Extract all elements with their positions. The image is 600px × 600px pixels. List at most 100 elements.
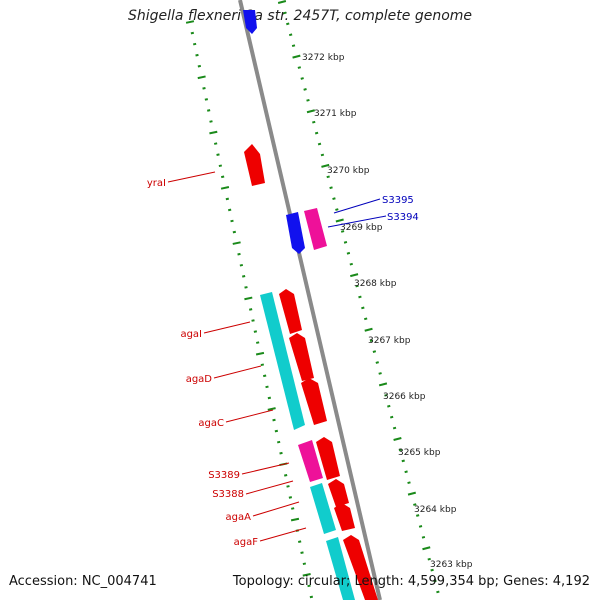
- tick-label: 3267 kbp: [368, 336, 411, 346]
- tick-mark: [267, 396, 272, 400]
- tick-mark: [407, 491, 417, 496]
- gene-label-yraI[interactable]: yraI: [147, 178, 166, 189]
- gene-label-S3389[interactable]: S3389: [208, 470, 240, 481]
- tick-mark: [433, 579, 437, 583]
- tick-mark: [220, 175, 225, 179]
- tick-label: 3266 kbp: [383, 392, 426, 402]
- tick-mark: [335, 218, 344, 223]
- tick-mark: [326, 175, 330, 179]
- accession-text: Accession: NC_004741: [9, 574, 157, 589]
- map-title: Shigella flexneri 2a str. 2457T, complet…: [127, 8, 473, 24]
- gene-label-agaC[interactable]: agaC: [198, 418, 224, 429]
- tick-mark: [302, 573, 311, 577]
- tick-mark: [192, 42, 197, 46]
- tick-mark: [277, 0, 287, 4]
- tick-mark: [343, 241, 348, 244]
- tick-mark: [274, 429, 279, 433]
- gene-label-agaA[interactable]: agaA: [226, 512, 252, 523]
- tick-mark: [346, 251, 351, 255]
- tick-mark: [190, 31, 195, 35]
- tick-mark: [225, 197, 230, 201]
- tick-mark: [202, 87, 206, 90]
- tick-mark: [237, 252, 241, 256]
- gene-label-S3394[interactable]: S3394: [387, 212, 419, 223]
- tick-mark: [288, 496, 293, 499]
- cds-S3395[interactable]: [286, 212, 305, 254]
- tick-mark: [312, 120, 316, 124]
- cds-S3388[interactable]: [316, 437, 340, 480]
- tick-mark: [307, 584, 311, 588]
- tick-mark: [378, 382, 388, 387]
- tick-mark: [303, 88, 307, 91]
- tick-mark: [358, 295, 362, 299]
- tick-mark: [369, 339, 374, 343]
- tick-mark: [320, 153, 325, 157]
- tick-mark: [407, 481, 411, 485]
- tick-mark: [389, 415, 394, 419]
- tick-mark: [256, 341, 260, 344]
- tick-mark: [418, 525, 423, 528]
- tick-mark: [422, 546, 431, 551]
- genome-backbone: [238, 0, 382, 600]
- tick-mark: [378, 372, 382, 375]
- tick-mark: [230, 219, 234, 223]
- cds-yraI[interactable]: [244, 144, 265, 186]
- tick-mark: [398, 448, 403, 452]
- tick-mark: [263, 374, 267, 378]
- tick-mark: [272, 418, 276, 422]
- gene-label-S3388[interactable]: S3388: [212, 489, 244, 500]
- tick-mark: [265, 385, 269, 389]
- topology-text: Topology: circular; Length: 4,599,354 bp…: [232, 574, 590, 589]
- tick-mark: [204, 98, 209, 101]
- tick-label: 3263 kbp: [430, 560, 473, 570]
- tick-mark: [251, 319, 255, 322]
- tick-mark: [393, 437, 402, 441]
- cds-agaF-forward[interactable]: [343, 535, 378, 600]
- tick-mark: [220, 186, 230, 190]
- tick-mark: [197, 64, 202, 68]
- tick-mark: [436, 590, 440, 594]
- cds-agaI[interactable]: [260, 292, 305, 430]
- tick-label: 3272 kbp: [302, 53, 345, 63]
- tick-mark: [321, 163, 330, 168]
- tick-label: 3269 kbp: [340, 223, 383, 233]
- tick-mark: [292, 54, 301, 59]
- cds-agaI-forward[interactable]: [279, 289, 302, 334]
- cds-S3394[interactable]: [304, 208, 327, 250]
- gene-label-agaF[interactable]: agaF: [234, 537, 259, 548]
- tick-mark: [284, 474, 288, 477]
- gene-label-agaD[interactable]: agaD: [186, 374, 213, 385]
- tick-mark: [197, 75, 206, 80]
- tick-mark: [185, 20, 195, 24]
- cds-agaA[interactable]: [310, 483, 336, 534]
- gene-label-S3395[interactable]: S3395: [382, 195, 414, 206]
- tick-mark: [392, 426, 397, 430]
- cds-agaB[interactable]: [334, 503, 355, 531]
- tick-mark: [309, 595, 314, 599]
- tick-mark: [286, 485, 290, 488]
- tick-mark: [355, 284, 359, 288]
- cds-reverse-top[interactable]: [243, 10, 257, 34]
- cds-agaA-forward[interactable]: [328, 479, 349, 507]
- tick-mark: [329, 186, 333, 190]
- tick-mark: [302, 562, 307, 566]
- cds-agaD[interactable]: [289, 333, 314, 381]
- tick-mark: [430, 568, 434, 572]
- cds-agaC[interactable]: [301, 378, 327, 425]
- tick-mark: [332, 197, 336, 201]
- cds-agaF[interactable]: [326, 537, 355, 600]
- minor-ticks-outer: [277, 0, 440, 594]
- tick-mark: [195, 53, 199, 57]
- tick-mark: [279, 451, 283, 455]
- cds-S3389[interactable]: [298, 440, 323, 482]
- gene-label-agaI[interactable]: agaI: [180, 329, 202, 340]
- tick-mark: [317, 142, 322, 146]
- tick-mark: [260, 363, 265, 367]
- tick-mark: [290, 517, 300, 522]
- tick-mark: [340, 230, 345, 233]
- tick-mark: [427, 557, 431, 561]
- tick-label: 3271 kbp: [314, 109, 357, 119]
- tick-mark: [401, 459, 405, 463]
- tick-mark: [298, 540, 302, 543]
